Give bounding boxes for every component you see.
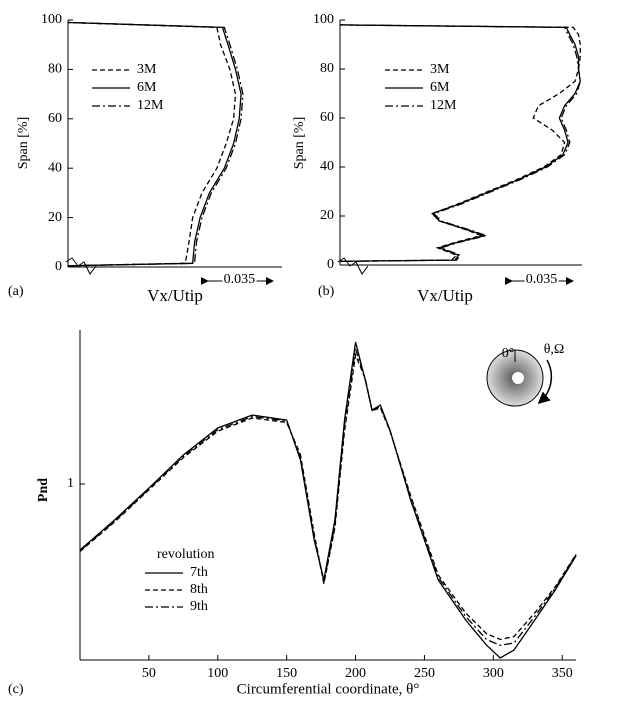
wall-marker: [65, 257, 97, 275]
legend-label: 3M: [430, 62, 450, 77]
y-tick-label: 40: [48, 160, 62, 175]
x-tick-label: 150: [276, 666, 297, 681]
y-tick-label: 0: [55, 259, 62, 274]
annotation: 0°: [502, 346, 515, 361]
legend-label: 12M: [430, 98, 457, 113]
y-axis-label: Span [%]: [16, 117, 31, 170]
series-line: [79, 348, 577, 647]
legend-label: 8th: [190, 582, 208, 597]
series-line: [67, 21, 237, 267]
panel-label: (c): [8, 682, 24, 697]
y-axis-label: Pnd: [36, 478, 51, 502]
legend-title: revolution: [157, 547, 215, 562]
series-line: [67, 21, 242, 267]
scale-bar-label: 0.035: [526, 272, 558, 287]
series-line: [79, 341, 577, 659]
y-tick-label: 20: [320, 208, 334, 223]
legend-label: 7th: [190, 565, 208, 580]
series-line: [339, 24, 581, 262]
y-tick-label: 80: [320, 61, 334, 76]
y-tick-label: 60: [48, 111, 62, 126]
rotor-icon: [486, 349, 553, 407]
x-axis-label: Circumferential coordinate, θ°: [237, 681, 420, 697]
series-line: [339, 24, 581, 262]
wall-marker: [337, 257, 369, 275]
x-tick-label: 100: [207, 666, 228, 681]
scale-bar-label: 0.035: [224, 272, 256, 287]
legend-label: 6M: [137, 80, 157, 95]
annotation: θ,Ω: [544, 342, 565, 357]
x-axis-label: Vx/Utip: [147, 286, 203, 305]
x-axis-label: Vx/Utip: [417, 286, 473, 305]
legend-label: 3M: [137, 62, 157, 77]
y-tick-label: 40: [320, 159, 334, 174]
legend-label: 6M: [430, 80, 450, 95]
series-line: [339, 24, 581, 262]
series-line: [79, 352, 577, 641]
y-axis-label: Span [%]: [292, 117, 307, 170]
y-tick-label: 60: [320, 110, 334, 125]
x-tick-label: 350: [552, 666, 573, 681]
x-tick-label: 300: [483, 666, 504, 681]
x-tick-label: 50: [142, 666, 156, 681]
y-tick-label: 1: [67, 476, 74, 491]
panel-label: (a): [8, 284, 24, 299]
legend-label: 9th: [190, 599, 208, 614]
panel-label: (b): [318, 284, 335, 299]
x-tick-label: 200: [345, 666, 366, 681]
y-tick-label: 80: [48, 62, 62, 77]
legend-label: 12M: [137, 98, 164, 113]
series-line: [67, 21, 244, 267]
y-tick-label: 100: [41, 12, 62, 27]
y-tick-label: 100: [313, 12, 334, 27]
x-tick-label: 250: [414, 666, 435, 681]
y-tick-label: 0: [327, 257, 334, 272]
y-tick-label: 20: [48, 210, 62, 225]
